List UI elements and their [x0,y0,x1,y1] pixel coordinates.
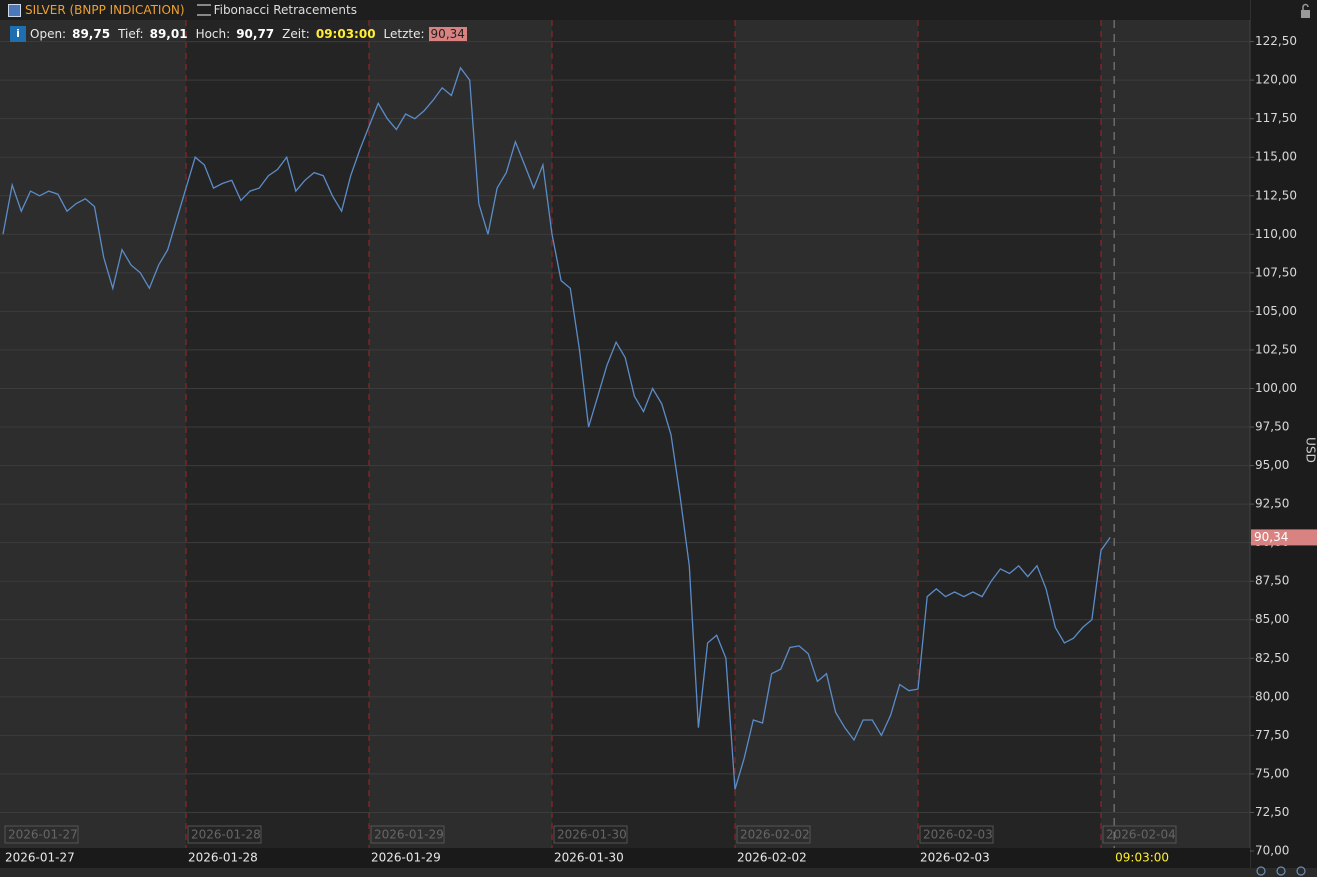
info-label: Zeit: [282,27,310,41]
y-tick-label: 122,50 [1255,34,1297,48]
info-label: Letzte: [383,27,425,41]
info-value: 09:03:00 [315,27,376,41]
zoom-icons[interactable] [1256,866,1306,876]
y-tick-label: 95,00 [1255,458,1289,472]
y-tick-label: 107,50 [1255,265,1297,279]
session-label-box [553,825,628,844]
x-axis-panel [0,848,1250,868]
x-tick-label: 2026-02-02 [737,851,807,865]
y-tick-label: 75,00 [1255,766,1289,780]
session-band [735,20,918,848]
session-label: 2026-01-28 [191,828,261,842]
session-label-box [919,825,994,844]
y-tick-label: 82,50 [1255,651,1289,665]
y-tick-label: 112,50 [1255,188,1297,202]
y-tick-label: 87,50 [1255,574,1289,588]
series-swatch [8,3,21,17]
session-label-box [370,825,445,844]
info-value: 90,34 [428,27,467,41]
price-line [2,66,1111,790]
y-tick-label: 115,00 [1255,150,1297,164]
session-band [369,20,552,848]
session-band [1101,20,1250,848]
crosshair-time: 09:03:00 [1115,851,1169,865]
last-price-box [1251,529,1317,546]
info-label: Open: [30,27,67,41]
session-band [918,20,1101,848]
y-tick-label: 117,50 [1255,111,1297,125]
y-tick-label: 85,00 [1255,612,1289,626]
x-tick-label: 2026-01-30 [554,851,624,865]
y-tick-label: 72,50 [1255,805,1289,819]
info-row: i Open: 89,75 Tief: 89,01 Hoch: 90,77 Zeit: 09:… [10,24,467,44]
session-band [0,20,186,848]
y-tick-label: 80,00 [1255,689,1289,703]
session-band [552,20,735,848]
info-label: Tief: [118,27,144,41]
x-tick-label: 2026-01-27 [5,851,75,865]
indicator-icon [196,4,211,16]
y-tick-label: 97,50 [1255,420,1289,434]
session-label: 2026-02-03 [923,828,993,842]
x-tick-label: 2026-01-28 [188,851,258,865]
y-tick-label: 92,50 [1255,497,1289,511]
chart-title[interactable]: SILVER (BNPP INDICATION) [25,3,185,17]
session-label-box [736,825,811,844]
session-band [186,20,369,848]
header-bar [0,0,1250,20]
info-icon[interactable]: i [10,26,26,42]
y-tick-label: 120,00 [1255,73,1297,87]
session-bands [0,20,1250,848]
y-axis-panel [1250,0,1317,868]
session-label-box [187,825,262,844]
last-price-label: 90,34 [1254,530,1288,544]
indicator-name[interactable]: Fibonacci Retracements [213,3,357,17]
session-label-box [4,825,79,844]
session-label: 2026-01-30 [557,828,627,842]
y-tick-label: 110,00 [1255,227,1297,241]
session-label: 2026-01-27 [8,828,78,842]
labels: 2026-01-27 2026-01-28 2026-01-29 2026-01-30… [4,34,1317,865]
info-value: 89,01 [149,27,188,41]
y-tick-label: 102,50 [1255,342,1297,356]
y-tick-label: 77,50 [1255,728,1289,742]
info-value: 90,77 [236,27,275,41]
session-label: 2026-02-02 [740,828,810,842]
marks [2,20,1115,848]
info-value: 89,75 [72,27,111,41]
header-row: SILVER (BNPP INDICATION) Fibonacci Retra… [8,0,357,20]
footer [0,868,1317,877]
y-tick-label: 105,00 [1255,304,1297,318]
x-tick-label: 2026-01-29 [371,851,441,865]
session-label-box [1102,825,1177,844]
lock-icon[interactable] [1301,3,1310,19]
x-tick-label: 2026-02-03 [920,851,990,865]
info-label: Hoch: [195,27,231,41]
session-label: 2026-01-29 [374,828,444,842]
y-tick-label: 100,00 [1255,381,1297,395]
y-tick-label: 70,00 [1255,844,1289,858]
y-axis-label: USD [1304,437,1317,463]
session-label: 2026-02-04 [1106,828,1176,842]
